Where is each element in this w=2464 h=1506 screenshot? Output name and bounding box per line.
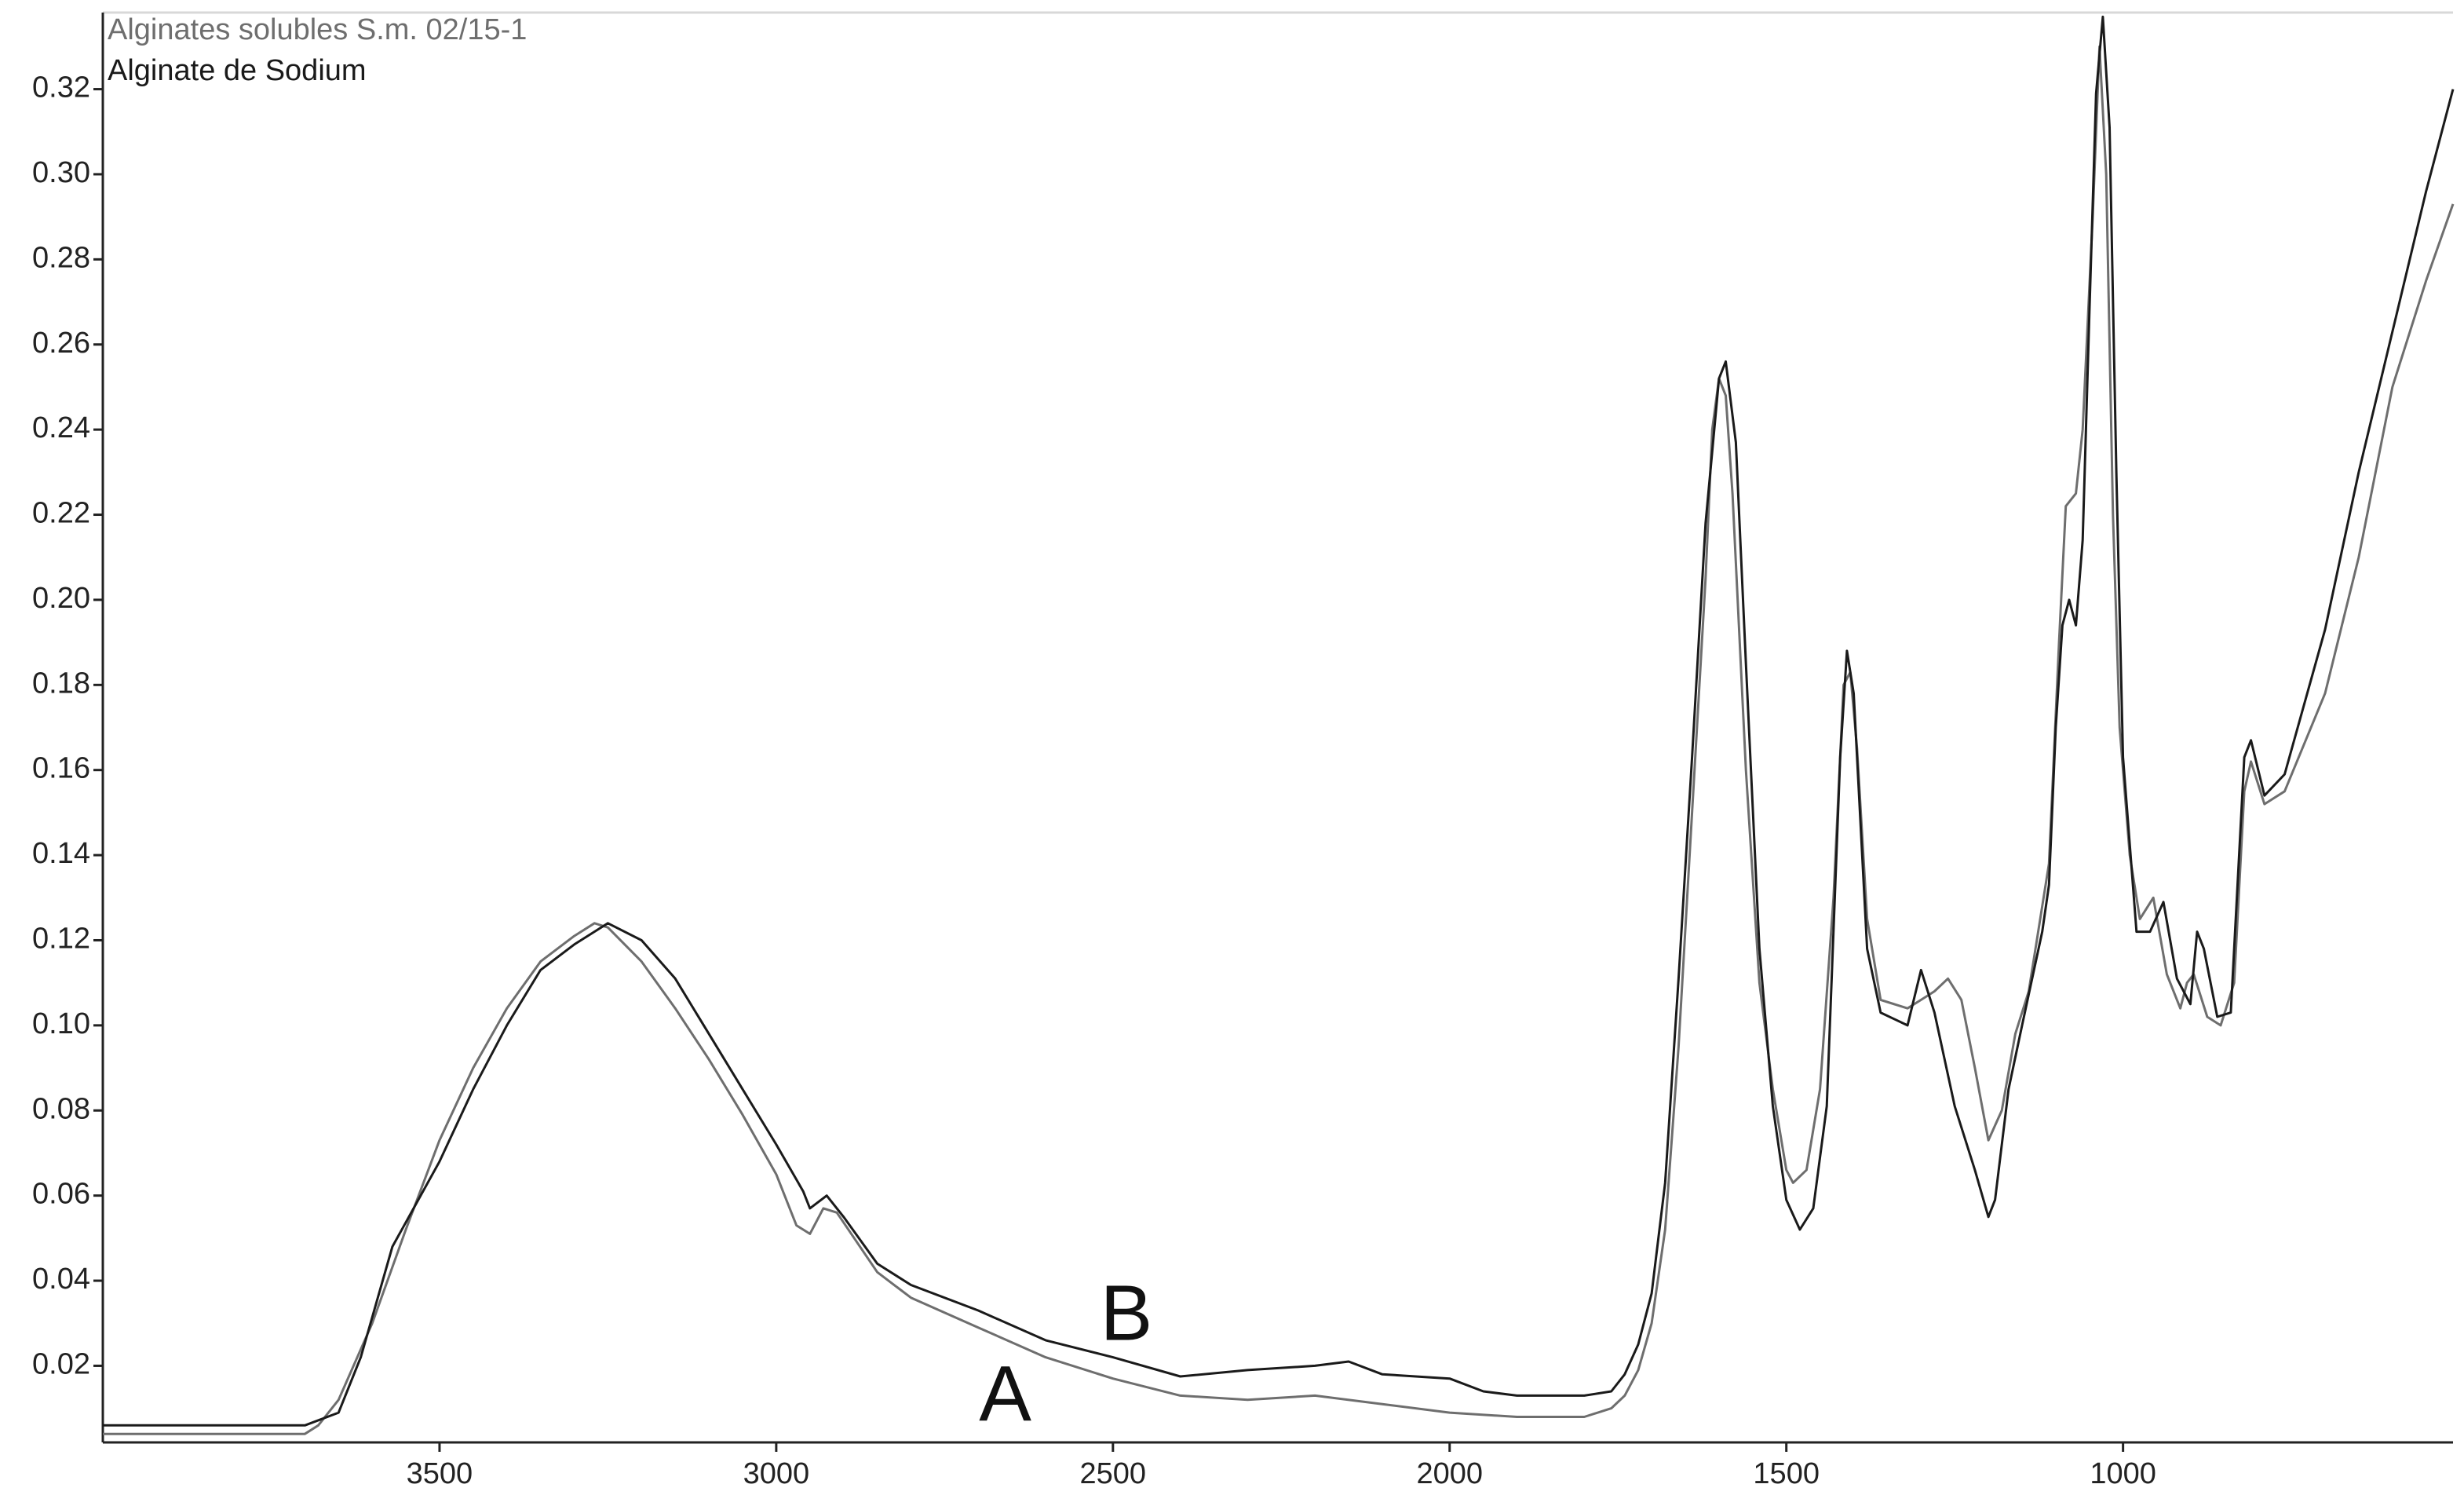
annotation: A [979,1350,1031,1438]
x-tick-label: 1000 [2090,1457,2156,1490]
y-tick-label: 0.12 [32,923,90,956]
y-tick-label: 0.28 [32,241,90,274]
x-tick-label: 2000 [1416,1457,1483,1490]
y-tick-label: 0.24 [32,411,90,444]
y-tick-label: 0.22 [32,497,90,530]
y-tick-label: 0.26 [32,327,90,360]
y-tick-label: 0.30 [32,156,90,189]
y-tick-label: 0.10 [32,1007,90,1040]
y-tick-label: 0.20 [32,582,90,615]
y-tick-label: 0.18 [32,667,90,700]
legend-label: Alginates solubles S.m. 02/15-1 [108,13,527,46]
y-tick-label: 0.02 [32,1347,90,1380]
y-tick-label: 0.04 [32,1263,90,1296]
y-tick-label: 0.32 [32,71,90,104]
annotation: B [1101,1269,1153,1357]
x-tick-label: 2500 [1080,1457,1147,1490]
y-tick-label: 0.14 [32,837,90,870]
spectrum-line [103,45,2455,1435]
x-tick-label: 3500 [407,1457,473,1490]
x-tick-label: 3000 [743,1457,810,1490]
legend-label: Alginate de Sodium [108,54,367,87]
x-tick-label: 1500 [1753,1457,1820,1490]
spectrum-line [103,15,2455,1427]
y-tick-label: 0.08 [32,1092,90,1125]
y-tick-label: 0.06 [32,1178,90,1211]
y-tick-label: 0.16 [32,752,90,785]
